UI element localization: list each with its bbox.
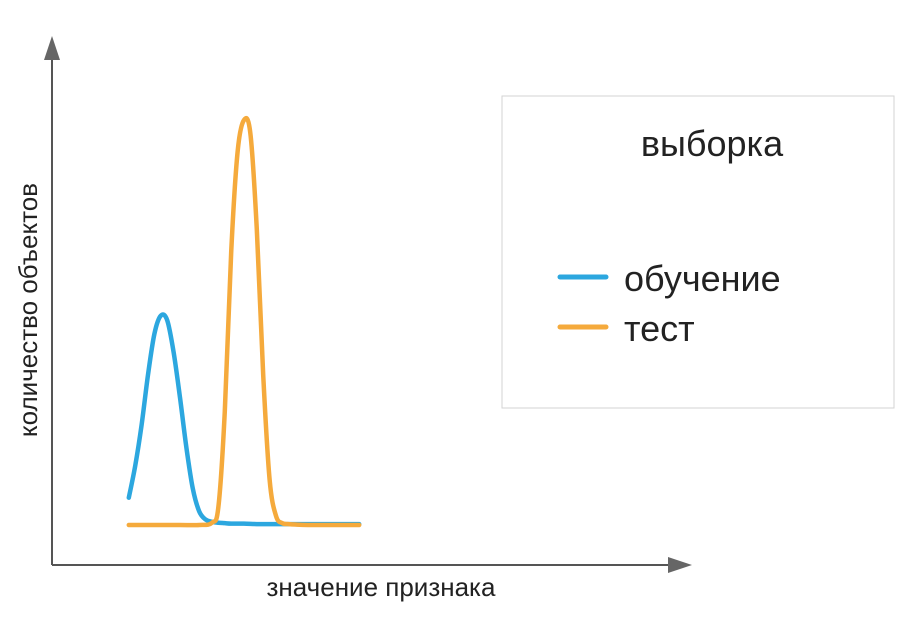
legend-entry-test: тест [557,308,695,349]
x-axis-label: значение признака [267,572,496,602]
legend-entries: обучение тест [557,258,781,349]
x-axis-arrow [668,557,692,573]
series-line-train [126,312,362,527]
legend-label-train: обучение [624,258,781,299]
legend-box [501,95,895,409]
legend-title: выборка [641,123,784,164]
series-line-test [126,115,362,528]
y-axis-label: количество объектов [13,183,43,437]
legend-entry-train: обучение [557,258,781,299]
legend: выборка обучение тест [501,95,895,409]
legend-label-test: тест [624,308,695,349]
y-axis-arrow [44,36,60,60]
plot-area [126,115,362,528]
